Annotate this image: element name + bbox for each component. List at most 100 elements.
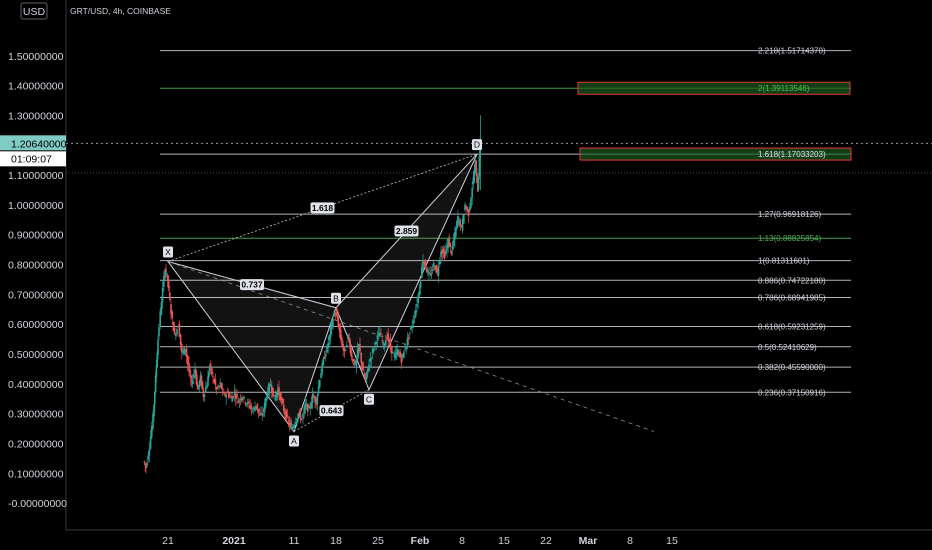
chart-header: USD GRT/USD, 4h, COINBASE (20, 2, 171, 20)
candle-body (292, 426, 295, 428)
candle-body (385, 340, 387, 345)
candle-body (413, 316, 416, 318)
candle-body (395, 351, 398, 354)
candle-body (241, 397, 243, 401)
candle-body (440, 251, 442, 258)
point-badge-B (331, 292, 341, 304)
candle-body (220, 383, 223, 389)
candle-body (352, 358, 354, 362)
price-tag-bg (0, 135, 66, 151)
candle-body (360, 352, 362, 363)
candle-body (326, 345, 328, 353)
x-tick-label: 2021 (222, 535, 246, 547)
candle-body (458, 218, 460, 220)
candle-body (196, 384, 199, 390)
candle-body (358, 343, 360, 351)
fib-label-10: 0.382(0.45590000) (758, 363, 826, 372)
candle-body (369, 359, 371, 362)
candle-body (370, 357, 373, 360)
x-tick-label: 8 (627, 535, 633, 547)
candle-body (154, 375, 157, 393)
y-tick-label: 0.70000000 (8, 289, 64, 301)
symbol-title: GRT/USD, 4h, COINBASE (70, 6, 171, 16)
candle-body (375, 341, 377, 344)
candle-body (215, 387, 218, 390)
candle-body (299, 414, 302, 420)
candle-body (459, 220, 461, 227)
candle-body (226, 391, 229, 393)
candle-body (273, 394, 275, 396)
candle-body (410, 326, 412, 330)
fib-label-5: 1(0.81311601) (758, 257, 810, 266)
y-tick-label: 0.10000000 (8, 468, 64, 480)
candle-body (439, 260, 441, 265)
price-tag: 1.20640000 (11, 138, 67, 150)
candle-body (256, 403, 259, 410)
ratio-label-2: 2.859 (396, 226, 418, 236)
y-tick-label: 0.90000000 (8, 230, 64, 242)
candle-body (265, 397, 267, 406)
candle-body (388, 339, 391, 342)
candle-body (386, 336, 388, 339)
point-label-X: X (165, 247, 171, 257)
currency-badge[interactable] (20, 2, 48, 20)
candle-body (450, 250, 453, 255)
candle-body (454, 232, 456, 241)
candle-body (191, 381, 194, 385)
candle-body (393, 355, 395, 357)
candle-body (341, 338, 343, 346)
ratio-line-xb (167, 261, 337, 309)
x-axis[interactable]: 21 2021 11 18 25 Feb 8 15 22 Mar 8 15 (66, 529, 932, 547)
candle-body (231, 396, 233, 402)
candle-body (461, 218, 464, 231)
candle-body (470, 197, 472, 208)
candle-body (166, 272, 168, 274)
candle-body (208, 373, 210, 378)
candle-body (238, 400, 241, 402)
candle-body (165, 269, 167, 273)
point-label-B: B (333, 293, 339, 303)
candle-body (474, 161, 477, 174)
candle-body (377, 332, 380, 335)
candle-body (221, 388, 224, 390)
candle-body (466, 207, 469, 210)
fibonacci-levels: 2.218(1.51714370) 2(1.39113546) 1.618(1.17… (160, 47, 852, 397)
point-badge-X (163, 246, 173, 258)
candle-body (467, 209, 470, 217)
candle-body (448, 239, 451, 247)
candle-body (301, 419, 303, 421)
y-axis[interactable]: -0.00000000 0.10000000 0.20000000 0.3000000… (0, 0, 67, 550)
y-tick-label: -0.00000000 (8, 498, 67, 510)
candle-body (287, 420, 290, 422)
candle-body (471, 188, 473, 198)
candle-body (260, 412, 262, 414)
candle-body (418, 290, 421, 296)
candle-body (268, 384, 271, 392)
candle-body (374, 342, 376, 345)
candle-body (177, 326, 179, 328)
target-box-0 (577, 81, 851, 95)
candle-body (463, 214, 465, 224)
candle-body (409, 332, 411, 334)
candle-body (397, 349, 399, 356)
candle-body (380, 333, 382, 335)
candle-body (427, 270, 429, 273)
candle-body (199, 375, 202, 383)
fib-label-11: 0.236(0.37150916) (758, 388, 826, 397)
candle-body (316, 394, 319, 404)
y-tick-label: 1.00000000 (8, 200, 64, 212)
y-tick-label: 1.30000000 (8, 110, 64, 122)
candle-body (232, 396, 235, 398)
x-tick-label: 21 (162, 535, 174, 547)
candle-body (305, 404, 308, 406)
candle-body (421, 267, 423, 278)
ratio-label-0: 0.737 (241, 280, 263, 290)
candle-body (277, 389, 279, 396)
fib-label-6: 0.886(0.74722180) (758, 276, 826, 285)
candle-body (328, 334, 331, 341)
ratio-label-1: 0.643 (321, 406, 343, 416)
x-tick-label: Mar (579, 535, 598, 547)
candle-body (261, 413, 263, 416)
candle-body (230, 396, 232, 398)
